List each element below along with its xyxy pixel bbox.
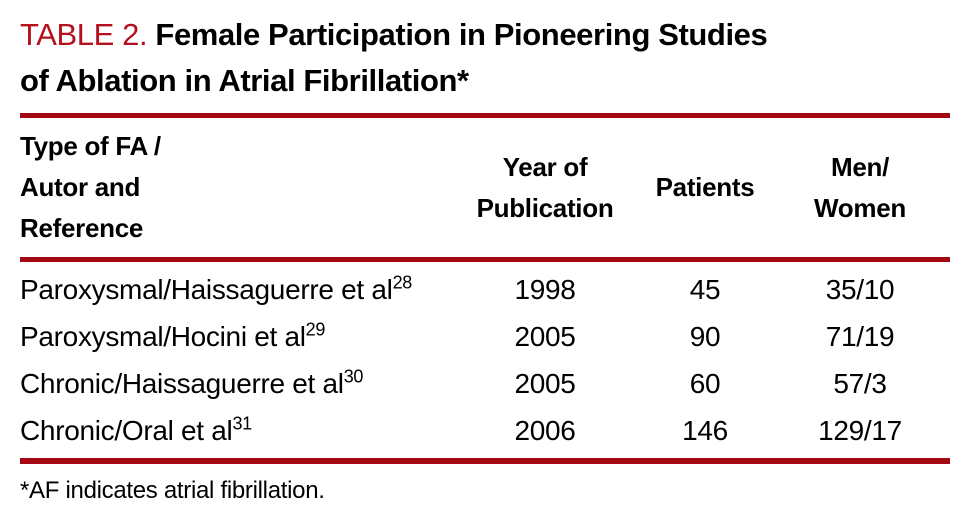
header-line: Women [814,192,906,223]
study-cell: Paroxysmal/Hocini et al29 [20,313,450,360]
reference-number: 30 [343,366,364,387]
table-row: Paroxysmal/Hocini et al29 2005 90 71/19 [20,313,950,360]
header-line: Autor and [20,172,141,202]
header-line: Publication [476,192,614,223]
table-number-label: TABLE 2. [20,17,148,52]
study-name: Chronic/Haissaguerre et al [20,368,344,399]
reference-number: 28 [392,272,413,293]
study-name: Paroxysmal/Haissaguerre et al [20,274,393,305]
table-body: Paroxysmal/Haissaguerre et al28 1998 45 … [20,266,950,454]
footnote-text: AF indicates atrial fibrillation. [29,477,325,504]
table-row: Chronic/Haissaguerre et al30 2005 60 57/… [20,360,950,407]
header-row: Type of FA / Autor and Reference Year of… [20,118,950,257]
table-title-line2: of Ablation in Atrial Fibrillation* [20,58,950,104]
table-title-text-line1: Female Participation in Pioneering Studi… [155,17,768,52]
header-line: Patients [655,172,755,202]
year-cell: 2005 [514,321,576,352]
table-footnote: *AF indicates atrial fibrillation. [20,477,950,505]
table-title: TABLE 2. Female Participation in Pioneer… [20,12,950,104]
patients-cell: 45 [689,274,721,305]
header-line: Type of FA / [20,131,161,161]
study-cell: Paroxysmal/Haissaguerre et al28 [20,266,450,313]
header-line: Year of [502,151,588,182]
table-title-line1: TABLE 2. Female Participation in Pioneer… [20,12,950,58]
top-rule [20,113,950,118]
study-name: Chronic/Oral et al [20,415,233,446]
men-women-cell: 35/10 [825,274,895,305]
reference-number: 29 [305,319,326,340]
reference-number: 31 [232,413,252,434]
men-women-cell: 57/3 [833,368,887,399]
patients-cell: 60 [689,368,721,399]
table-header: Type of FA / Autor and Reference Year of… [20,118,950,257]
header-year-of-publication: Year of Publication [450,118,640,257]
patients-cell: 90 [689,321,721,352]
bottom-rule [20,458,950,464]
header-line: Men/ [830,151,890,182]
men-women-cell: 71/19 [825,321,895,352]
study-cell: Chronic/Oral et al31 [20,407,450,454]
study-cell: Chronic/Haissaguerre et al30 [20,360,450,407]
table-title-text-line2: of Ablation in Atrial Fibrillation [20,63,458,98]
patients-cell: 146 [682,415,728,446]
header-men-women: Men/ Women [770,118,950,257]
title-footnote-marker: * [457,63,469,98]
study-name: Paroxysmal/Hocini et al [20,321,306,352]
year-cell: 2006 [514,415,576,446]
year-cell: 1998 [514,274,576,305]
header-line: Reference [20,213,144,243]
header-type-of-fa: Type of FA / Autor and Reference [20,118,450,257]
footnote-asterisk: * [20,477,30,504]
table-row: Chronic/Oral et al31 2006 146 129/17 [20,407,950,454]
men-women-cell: 129/17 [818,415,902,446]
header-patients: Patients [640,118,770,257]
mid-rule [20,257,950,262]
year-cell: 2005 [514,368,576,399]
table-row: Paroxysmal/Haissaguerre et al28 1998 45 … [20,266,950,313]
